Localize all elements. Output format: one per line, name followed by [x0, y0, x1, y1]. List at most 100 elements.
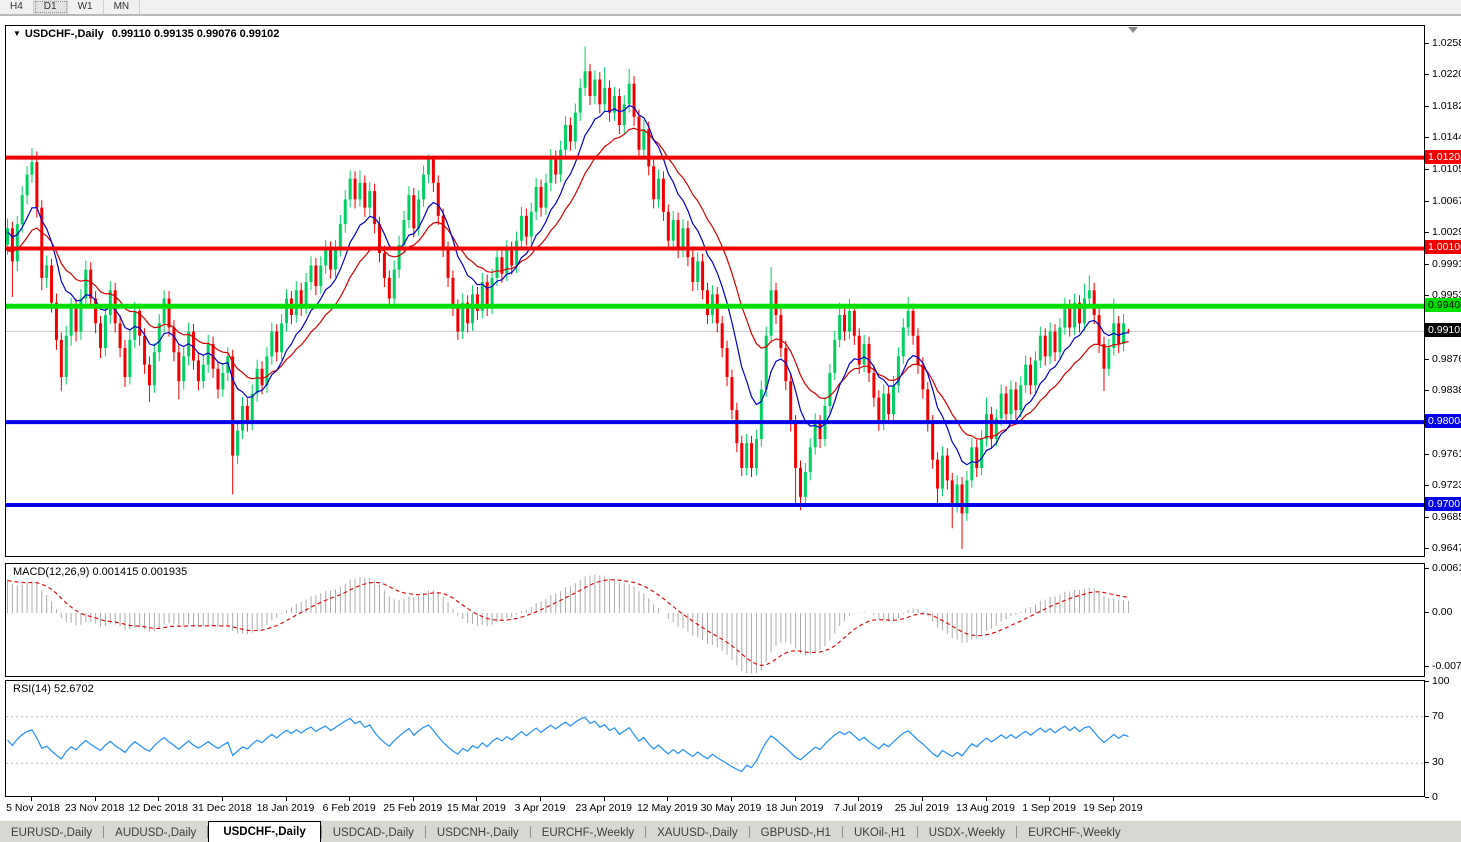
date-tick-label: 23 Nov 2018 [64, 802, 125, 814]
tab-gbpusd-h1[interactable]: GBPUSD-,H1 [760, 827, 831, 839]
tab-audusd-daily[interactable]: AUDUSD-,Daily [115, 827, 197, 839]
axis-tick-mark [1424, 762, 1429, 764]
date-tick-label: 7 Jul 2019 [833, 802, 883, 814]
date-tick-label: 18 Jan 2019 [256, 802, 315, 814]
axis-tick-label: 0.98760 [1432, 352, 1461, 365]
tab-eurusd-daily[interactable]: EURUSD-,Daily [11, 827, 93, 839]
price-axis[interactable]: 1.02580 1.02200 1.01820 1.01440 1.01050 1.006… [1424, 0, 1461, 803]
axis-tick-mark [1424, 547, 1429, 549]
date-tick-mark [476, 797, 478, 801]
axis-tick-mark [1424, 485, 1429, 487]
axis-tick-mark [1424, 295, 1429, 297]
axis-tick-label: 70 [1432, 709, 1444, 722]
scroll-to-end-marker-icon[interactable] [1128, 27, 1138, 33]
timeframe-button-mn[interactable]: MN [103, 0, 141, 14]
date-tick-label: 3 Apr 2019 [514, 802, 566, 814]
rsi-label: RSI(14) 52.6702 [13, 683, 94, 695]
timeframe-button-d1[interactable]: D1 [33, 0, 68, 14]
tab-separator [841, 826, 843, 838]
price-badge: 1.01205 [1425, 149, 1461, 164]
date-tick-label: 23 Apr 2019 [575, 802, 633, 814]
axis-tick-mark [1424, 169, 1429, 171]
date-tick-mark [921, 797, 923, 801]
date-tick-label: 12 May 2019 [636, 802, 698, 814]
date-tick-mark [603, 797, 605, 801]
axis-tick-mark [1424, 43, 1429, 44]
date-tick-mark [94, 797, 96, 801]
axis-tick-label: 0.99530 [1432, 289, 1461, 302]
axis-tick-mark [1424, 666, 1429, 668]
axis-tick-mark [1424, 74, 1429, 76]
macd-canvas[interactable] [6, 564, 1424, 676]
timeframe-button-w1[interactable]: W1 [67, 0, 104, 14]
date-tick-mark [858, 797, 860, 801]
axis-tick-mark [1424, 390, 1429, 392]
date-tick-mark [730, 797, 732, 801]
date-tick-mark [30, 797, 32, 801]
tab-separator [529, 826, 531, 838]
macd-label: MACD(12,26,9) 0.001415 0.001935 [13, 566, 188, 578]
date-tick-label: 31 Dec 2018 [192, 802, 252, 814]
axis-tick-label: 0.96470 [1432, 541, 1461, 554]
tab-usdx-weekly[interactable]: USDX-,Weekly [928, 827, 1006, 839]
axis-tick-label: 0.96850 [1432, 510, 1461, 523]
date-tick-label: 5 Nov 2018 [6, 802, 60, 814]
date-tick-mark [349, 797, 351, 801]
axis-tick-label: 100 [1432, 675, 1450, 687]
tab-separator [207, 826, 209, 838]
axis-tick-label: 0.99910 [1432, 257, 1461, 270]
axis-tick-label: 0.00613 [1432, 562, 1461, 575]
axis-tick-label: 0 [1432, 791, 1438, 803]
axis-tick-mark [1424, 568, 1429, 570]
axis-tick-label: 1.01050 [1432, 163, 1461, 176]
date-tick-mark [1049, 797, 1051, 801]
rsi-indicator-panel: RSI(14) 52.6702 [5, 680, 1425, 797]
tab-eurchf-weekly[interactable]: EURCHF-,Weekly [1028, 827, 1121, 839]
axis-tick-mark [1424, 681, 1429, 682]
tab-xauusd-daily[interactable]: XAUUSD-,Daily [657, 827, 738, 839]
axis-tick-mark [1424, 516, 1429, 518]
date-tick-label: 15 Mar 2019 [446, 802, 506, 814]
date-tick-label: 6 Feb 2019 [322, 802, 376, 814]
symbol-title: USDCHF-,Daily [24, 28, 104, 40]
tab-usdcnh-daily[interactable]: USDCNH-,Daily [436, 827, 519, 839]
tab-separator [424, 826, 426, 838]
tab-eurchf-weekly[interactable]: EURCHF-,Weekly [541, 827, 635, 839]
rsi-canvas[interactable] [6, 681, 1424, 796]
date-tick-label: 1 Sep 2019 [1022, 802, 1076, 814]
date-tick-mark [412, 797, 414, 801]
price-chart-panel: ▼ USDCHF-,Daily 0.99110 0.99135 0.99076 0.… [5, 25, 1425, 557]
timeframe-button-h4[interactable]: H4 [0, 0, 34, 14]
axis-tick-label: 1.02200 [1432, 68, 1461, 81]
symbol-dropdown-icon[interactable]: ▼ [13, 29, 21, 38]
tab-usdchf-daily[interactable]: USDCHF-,Daily [208, 821, 321, 842]
date-tick-label: 25 Feb 2019 [383, 802, 443, 814]
tab-ukoil-h1[interactable]: UKOil-,H1 [853, 827, 906, 839]
axis-tick-mark [1424, 453, 1429, 455]
date-tick-mark [221, 797, 223, 801]
tab-usdcad-daily[interactable]: USDCAD-,Daily [332, 827, 414, 839]
axis-tick-label: 1.00290 [1432, 226, 1461, 239]
date-tick-mark [540, 797, 542, 801]
timeframe-toolbar: H4 D1 W1 MN [0, 0, 1461, 16]
axis-tick-label: 0.98380 [1432, 384, 1461, 397]
date-tick-mark [667, 797, 669, 801]
date-tick-label: 12 Dec 2018 [128, 802, 189, 814]
price-badge: 0.99102 [1425, 323, 1461, 338]
axis-tick-label: -0.00761 [1432, 660, 1461, 673]
date-tick-mark [985, 797, 987, 801]
date-axis[interactable]: 5 Nov 2018 23 Nov 2018 12 Dec 2018 31 Dec 2… [5, 797, 1425, 818]
price-badge: 1.00106 [1425, 240, 1461, 255]
price-badge: 0.99406 [1425, 298, 1461, 313]
chart-title: ▼ USDCHF-,Daily 0.99110 0.99135 0.99076 0.… [13, 28, 279, 40]
tab-separator [103, 826, 105, 838]
price-chart-canvas[interactable] [6, 26, 1424, 556]
ohlc-values: 0.99110 0.99135 0.99076 0.99102 [111, 28, 280, 40]
axis-tick-mark [1424, 797, 1429, 798]
date-tick-mark [285, 797, 287, 801]
axis-tick-mark [1424, 232, 1429, 234]
axis-tick-mark [1424, 612, 1429, 613]
date-tick-label: 30 May 2019 [700, 802, 762, 814]
axis-tick-label: 1.01440 [1432, 131, 1461, 144]
